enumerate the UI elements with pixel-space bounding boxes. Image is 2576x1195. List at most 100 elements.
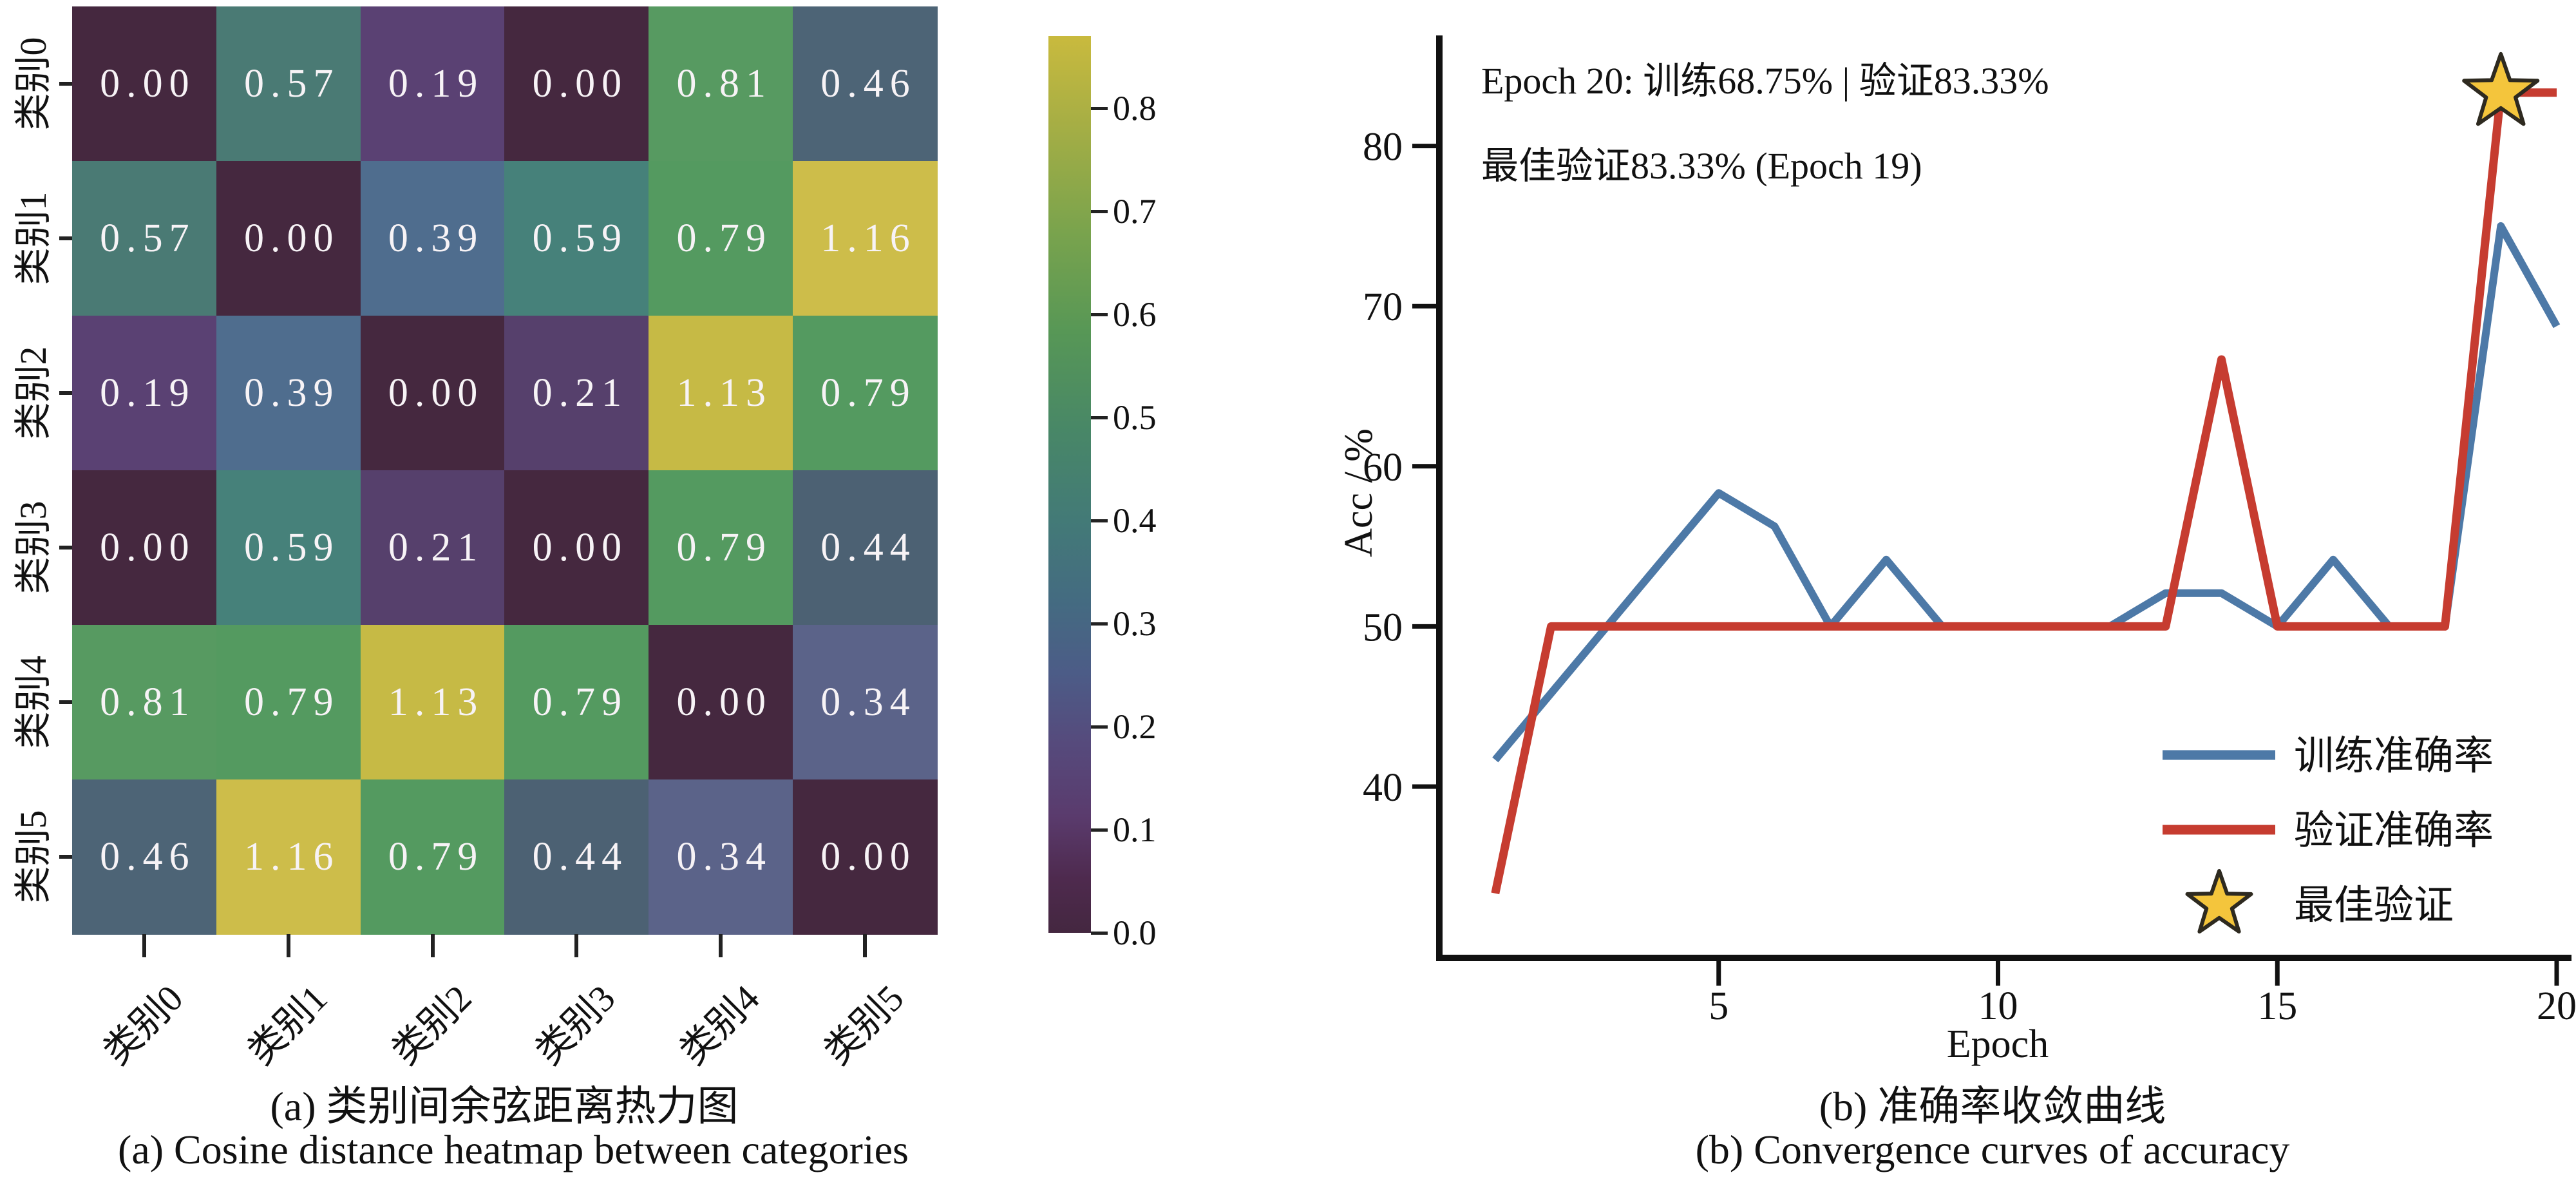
heatmap-row-label: 类别2 <box>12 346 54 440</box>
heatmap-cell: 0.81 <box>649 6 794 162</box>
heatmap-cell-value: 0.39 <box>388 216 484 260</box>
heatmap-cell: 0.34 <box>793 625 938 780</box>
heatmap-cell: 0.00 <box>793 779 938 935</box>
heatmap-cell-value: 0.79 <box>243 680 340 724</box>
heatmap-panel: 0.00 0.57 0.19 0.00 0.81 0.46 0.57 0.00 0.39 0.59… <box>12 6 1157 1172</box>
heatmap-cell-value: 0.79 <box>820 371 916 415</box>
heatmap-cell-value: 0.34 <box>676 835 772 879</box>
heatmap-cell: 0.57 <box>72 161 217 316</box>
heatmap-cell-value: 0.00 <box>532 526 629 569</box>
heatmap-cell: 0.44 <box>793 470 938 626</box>
heatmap-cell: 0.44 <box>504 779 650 935</box>
heatmap-cell: 1.13 <box>649 316 794 471</box>
heatmap-cell: 0.39 <box>360 161 506 316</box>
heatmap-cell: 0.00 <box>649 625 794 780</box>
heatmap-cell: 0.19 <box>72 316 217 471</box>
heatmap-cell: 0.79 <box>216 625 361 780</box>
heatmap-cell-value: 0.79 <box>388 835 484 879</box>
legend-train-label: 训练准确率 <box>2294 734 2494 778</box>
heatmap-cell-value: 0.44 <box>532 835 629 879</box>
heatmap-cell-value: 0.57 <box>243 62 340 106</box>
heatmap-cell: 0.81 <box>72 625 217 780</box>
y-tick-label: 70 <box>1363 285 1403 329</box>
heatmap-cell-value: 0.79 <box>532 680 629 724</box>
heatmap-col-label: 类别0 <box>95 977 191 1073</box>
heatmap-col-label: 类别4 <box>672 977 768 1073</box>
heatmap-cell: 0.39 <box>216 316 361 471</box>
y-tick-label: 80 <box>1363 126 1403 169</box>
colorbar-tick <box>1091 519 1108 522</box>
caption-b-zh: (b) 准确率收敛曲线 <box>1819 1084 2166 1129</box>
heatmap-row-tick <box>59 546 72 550</box>
heatmap-cell-value: 0.00 <box>532 62 629 106</box>
heatmap-cell: 0.79 <box>360 779 506 935</box>
heatmap-row-label: 类别4 <box>12 655 54 749</box>
heatmap-cell-value: 0.59 <box>243 526 340 569</box>
heatmap-cell-value: 0.21 <box>388 526 484 569</box>
heatmap-cell: 0.59 <box>504 161 650 316</box>
heatmap-row-tick <box>59 236 72 240</box>
annotation-best-val: 最佳验证83.33% (Epoch 19) <box>1481 145 1922 187</box>
colorbar-tick-label: 0.7 <box>1113 192 1157 231</box>
heatmap-cell: 0.00 <box>72 6 217 162</box>
heatmap-cell-value: 0.00 <box>820 835 916 879</box>
heatmap-cell: 1.16 <box>793 161 938 316</box>
heatmap-cell-value: 0.00 <box>388 371 484 415</box>
heatmap-cell-value: 0.34 <box>820 680 916 724</box>
colorbar-tick-label: 0.1 <box>1113 810 1157 849</box>
train-accuracy-line <box>1492 222 2561 763</box>
heatmap-col-tick <box>719 934 723 957</box>
y-tick-label: 50 <box>1363 606 1403 649</box>
colorbar-tick-label: 0.4 <box>1113 501 1157 540</box>
heatmap-cell-value: 1.16 <box>820 216 916 260</box>
heatmap-cell-value: 0.00 <box>100 526 196 569</box>
annotation-epoch20: Epoch 20: 训练68.75% | 验证83.33% <box>1481 60 2049 102</box>
heatmap-col-tick <box>142 934 146 957</box>
heatmap-cell: 0.46 <box>793 6 938 162</box>
colorbar-tick-label: 0.3 <box>1113 604 1157 643</box>
x-tick-label: 5 <box>1709 984 1728 1028</box>
heatmap-col-tick <box>863 934 867 957</box>
heatmap-col-tick <box>286 934 290 957</box>
best-validation-star <box>2462 52 2540 126</box>
heatmap-cell-value: 1.16 <box>243 835 340 879</box>
heatmap-row-label: 类别1 <box>12 191 54 285</box>
heatmap-cell-value: 0.46 <box>100 835 196 879</box>
y-tick-label: 60 <box>1363 446 1403 490</box>
y-tick-label: 40 <box>1363 766 1403 810</box>
heatmap-cell: 0.00 <box>504 470 650 626</box>
heatmap-col-label: 类别3 <box>527 977 623 1073</box>
x-axis-label: Epoch <box>1946 1022 2049 1066</box>
heatmap-cell: 0.79 <box>649 470 794 626</box>
heatmap-row-label: 类别5 <box>12 810 54 904</box>
legend-star-icon <box>2185 869 2253 934</box>
heatmap-cell: 0.00 <box>504 6 650 162</box>
validation-accuracy-line <box>1491 88 2557 895</box>
colorbar-tick-label: 0.0 <box>1113 913 1157 952</box>
colorbar-tick-label: 0.5 <box>1113 398 1157 437</box>
colorbar-tick <box>1091 828 1108 832</box>
heatmap-col-label: 类别1 <box>239 977 336 1073</box>
colorbar-tick <box>1091 312 1108 316</box>
x-tick-label: 20 <box>2537 984 2576 1028</box>
heatmap-cell: 0.00 <box>72 470 217 626</box>
heatmap-col-tick <box>430 934 435 957</box>
colorbar-tick <box>1091 622 1108 626</box>
heatmap-cell-value: 1.13 <box>676 371 772 415</box>
heatmap-cell: 0.34 <box>649 779 794 935</box>
x-tick-label: 15 <box>2257 984 2297 1028</box>
heatmap-cell-value: 0.46 <box>820 62 916 106</box>
caption-a-en: (a) Cosine distance heatmap between cate… <box>118 1127 909 1172</box>
heatmap-cell-value: 1.13 <box>388 680 484 724</box>
heatmap-row-tick <box>59 700 72 704</box>
heatmap-cell: 0.19 <box>360 6 506 162</box>
heatmap-row-tick <box>59 855 72 859</box>
heatmap-cell: 0.79 <box>793 316 938 471</box>
heatmap-col-tick <box>574 934 579 957</box>
caption-a-zh: (a) 类别间余弦距离热力图 <box>270 1084 739 1129</box>
colorbar-tick <box>1091 209 1108 213</box>
caption-b-en: (b) Convergence curves of accuracy <box>1695 1127 2290 1172</box>
heatmap-cell: 0.21 <box>504 316 650 471</box>
